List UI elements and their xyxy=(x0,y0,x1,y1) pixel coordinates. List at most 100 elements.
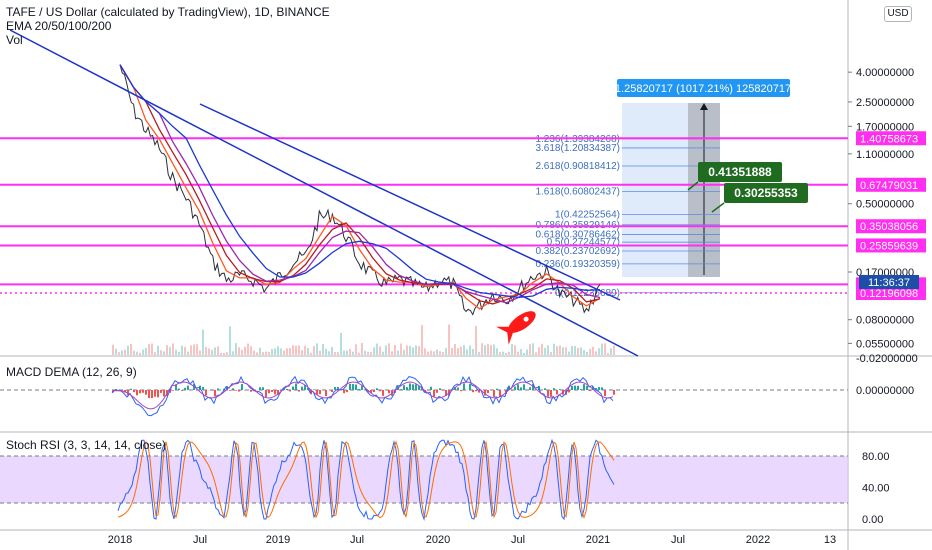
volume-bar xyxy=(163,351,165,355)
macd-bar xyxy=(313,389,315,390)
macd-bar xyxy=(514,386,516,390)
volume-bar xyxy=(211,349,213,355)
volume-bar xyxy=(613,345,615,355)
macd-bar xyxy=(292,386,294,390)
level-price-label: 1.40758673 xyxy=(860,133,918,145)
volume-bar xyxy=(352,351,354,355)
price-tick-label: 0.50000000 xyxy=(856,199,914,211)
volume-bar xyxy=(556,346,558,355)
volume-bar xyxy=(295,345,297,355)
trendline-main[interactable] xyxy=(9,29,639,357)
volume-bar xyxy=(232,351,234,355)
trendline-secondary[interactable] xyxy=(199,103,621,301)
macd-bar xyxy=(484,390,486,396)
volume-bar xyxy=(349,349,351,355)
volume-bar xyxy=(568,351,570,355)
macd-bar xyxy=(601,387,603,390)
macd-bar xyxy=(445,390,447,396)
macd-bar xyxy=(406,387,408,390)
volume-bar xyxy=(220,352,222,355)
macd-bar xyxy=(550,390,552,397)
macd-bar xyxy=(148,390,150,399)
callout-2[interactable]: 0.30255353 xyxy=(711,183,808,213)
macd-bar xyxy=(274,390,276,395)
macd-bar xyxy=(154,390,156,397)
volume-bar xyxy=(496,348,498,355)
fib-level-label: 0.236(0.19320359) xyxy=(535,259,620,270)
volume-bar xyxy=(202,329,204,355)
macd-bar xyxy=(436,390,438,393)
volume-bar xyxy=(247,343,249,355)
ema-label: EMA 20/50/100/200 xyxy=(6,19,112,33)
currency-button[interactable]: USD xyxy=(884,6,912,22)
callout-2-label: 0.30255353 xyxy=(734,186,798,200)
macd-bar xyxy=(472,390,474,393)
volume-bar xyxy=(493,344,495,355)
volume-bar xyxy=(508,351,510,355)
volume-bar xyxy=(370,352,372,355)
macd-bar xyxy=(412,384,414,390)
volume-bar xyxy=(601,343,603,355)
volume-bar xyxy=(301,350,303,355)
macd-bar xyxy=(442,390,444,391)
macd-bar xyxy=(226,386,228,390)
volume-bar xyxy=(367,351,369,355)
volume-bar xyxy=(406,345,408,355)
volume-bar xyxy=(412,347,414,355)
fib-level-label: 3.618(1.20834387) xyxy=(535,143,620,154)
macd-bar xyxy=(370,390,372,394)
macd-bar xyxy=(289,390,291,392)
macd-bar xyxy=(259,387,261,390)
volume-bar xyxy=(586,352,588,355)
macd-bar xyxy=(184,387,186,390)
volume-bar xyxy=(196,344,198,355)
volume-bar xyxy=(199,350,201,355)
time-tick-label: 2018 xyxy=(108,534,132,546)
volume-bar xyxy=(337,352,339,355)
volume-bar xyxy=(454,343,456,355)
macd-bar xyxy=(361,385,363,390)
macd-bar xyxy=(127,390,129,396)
macd-bar xyxy=(382,390,384,396)
volume-bar xyxy=(550,352,552,355)
macd-bar xyxy=(115,389,117,390)
volume-bar xyxy=(313,345,315,355)
volume-bar xyxy=(565,347,567,355)
price-tick-label: 0.08000000 xyxy=(856,315,914,327)
volume-bar xyxy=(178,351,180,355)
volume-bar xyxy=(583,350,585,355)
macd-bar xyxy=(409,383,411,390)
volume-bar xyxy=(523,352,525,355)
volume-bar xyxy=(292,345,294,355)
macd-bar xyxy=(415,384,417,390)
volume-bar xyxy=(253,350,255,355)
volume-bar xyxy=(133,350,135,355)
callout-1[interactable]: 0.41351888 xyxy=(687,162,782,191)
volume-bar xyxy=(175,349,177,355)
volume-bar xyxy=(409,345,411,355)
macd-bar xyxy=(580,389,582,390)
volume-bar xyxy=(490,345,492,355)
macd-bar xyxy=(538,385,540,390)
volume-bar xyxy=(379,346,381,355)
macd-bar xyxy=(301,386,303,390)
volume-bar xyxy=(358,352,360,355)
macd-bar xyxy=(427,390,429,391)
macd-bar xyxy=(574,385,576,390)
volume-bar xyxy=(325,348,327,355)
macd-bar xyxy=(439,388,441,390)
volume-bar xyxy=(274,348,276,355)
macd-bar xyxy=(454,386,456,390)
stoch-tick-label: 80.00 xyxy=(862,451,890,463)
macd-bar xyxy=(325,390,327,397)
macd-bar xyxy=(373,390,375,393)
macd-bar xyxy=(388,390,390,394)
macd-bar xyxy=(586,385,588,390)
volume-bar xyxy=(115,348,117,355)
volume-bar xyxy=(364,350,366,355)
volume-bar xyxy=(310,352,312,355)
time-tick-label: Jul xyxy=(511,534,525,546)
volume-bar xyxy=(376,343,378,355)
macd-bar xyxy=(493,390,495,397)
